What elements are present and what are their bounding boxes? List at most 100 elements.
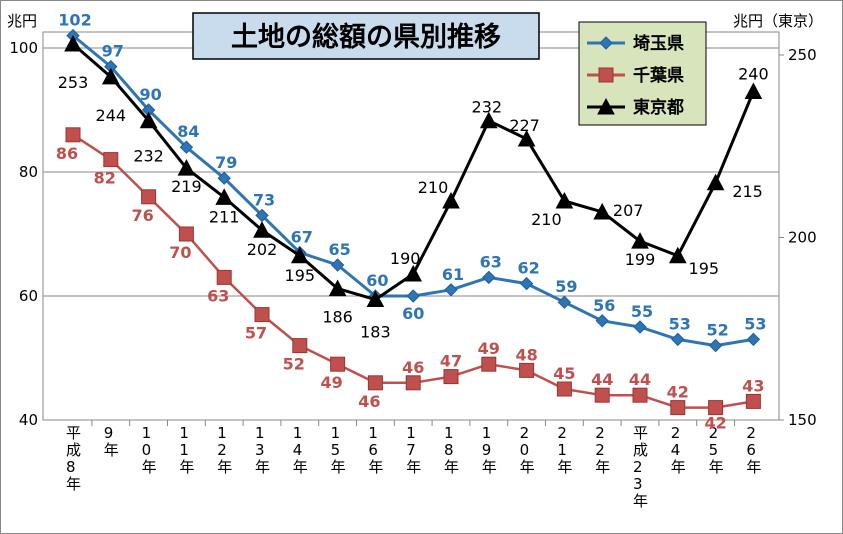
tokyo-point — [517, 129, 536, 147]
data-label: 215 — [732, 182, 763, 201]
saitama-point — [599, 36, 613, 50]
y-right-tick-label: 200 — [788, 229, 817, 247]
saitama-point — [179, 140, 194, 154]
chiba-point — [556, 381, 572, 397]
legend-entry: 埼玉県 — [587, 33, 684, 54]
data-label: 199 — [625, 250, 656, 269]
tokyo-point — [593, 202, 612, 220]
y-left-tick-label: 60 — [19, 287, 38, 305]
data-label: 232 — [472, 98, 503, 117]
tokyo-point — [139, 111, 158, 129]
data-label: 253 — [58, 73, 89, 92]
chiba-point — [632, 387, 648, 403]
chiba-point — [745, 393, 761, 409]
chiba-point — [670, 400, 686, 416]
chiba-point — [254, 307, 270, 323]
data-labels: 102 97 90 84 79 73 67 65 60 60 61 63 62 59 56 55 53 52 53 8… — [56, 11, 769, 433]
data-label: 211 — [209, 207, 240, 226]
saitama-point — [633, 320, 647, 334]
chiba-point — [598, 67, 614, 83]
data-label: 202 — [247, 240, 278, 259]
chart-title: 土地の総額の県別推移 — [231, 21, 501, 53]
tokyo-point — [706, 173, 725, 191]
tokyo-point — [555, 191, 574, 209]
tokyo-point — [479, 111, 498, 129]
tokyo-point — [404, 264, 423, 282]
data-label: 190 — [390, 249, 421, 268]
y-left-tick-label: 80 — [19, 163, 38, 181]
chiba-point — [178, 226, 194, 242]
data-label: 186 — [322, 308, 353, 327]
data-label: 44 — [591, 370, 613, 389]
data-label: 76 — [131, 206, 153, 225]
data-label: 49 — [478, 339, 500, 358]
data-label: 49 — [320, 373, 342, 392]
data-label: 67 — [291, 228, 313, 247]
title-box — [192, 12, 540, 60]
chiba-point — [141, 189, 157, 205]
data-label: 60 — [402, 304, 424, 323]
chiba-point — [481, 356, 497, 372]
chiba-point — [519, 362, 535, 378]
data-label: 63 — [207, 286, 229, 305]
data-label: 90 — [139, 85, 161, 104]
tokyo-point — [668, 246, 687, 264]
data-label: 45 — [553, 364, 575, 383]
saitama-point — [330, 258, 345, 272]
data-label: 227 — [509, 116, 540, 135]
data-label: 240 — [738, 65, 769, 84]
tokyo-point — [64, 34, 82, 52]
legend-entry: 千葉県 — [587, 65, 684, 86]
chiba-point — [405, 375, 421, 391]
data-label: 60 — [366, 271, 388, 290]
data-label: 79 — [215, 153, 237, 172]
series-group — [64, 28, 763, 416]
data-label: 53 — [669, 314, 691, 333]
data-label: 84 — [177, 122, 199, 141]
data-label: 195 — [689, 259, 720, 278]
chiba-point — [330, 356, 346, 372]
saitama-point — [746, 332, 761, 347]
data-label: 62 — [517, 259, 539, 278]
saitama-point — [595, 314, 609, 328]
data-label: 48 — [515, 345, 537, 364]
tokyo-point — [328, 279, 347, 297]
saitama-point — [557, 295, 572, 309]
data-label: 244 — [96, 106, 127, 125]
tokyo-point — [101, 67, 120, 85]
data-label: 52 — [283, 355, 305, 374]
data-label: 70 — [169, 243, 191, 262]
data-label: 44 — [629, 370, 651, 389]
data-label: 86 — [56, 144, 78, 163]
tokyo-series — [64, 34, 763, 308]
data-label: 43 — [742, 376, 764, 395]
tokyo-point — [253, 221, 271, 238]
x-tick-label: 平成 2 3 年 — [633, 424, 648, 510]
saitama-point — [671, 332, 685, 347]
data-label: 195 — [285, 266, 316, 285]
data-label: 42 — [704, 414, 726, 433]
data-label: 63 — [480, 252, 502, 271]
right-axis-unit: 兆円（東京） — [733, 12, 823, 30]
saitama-point — [482, 270, 496, 285]
chiba-point — [367, 375, 383, 391]
data-label: 52 — [706, 321, 728, 340]
tokyo-point — [290, 246, 309, 264]
y-right-tick-label: 150 — [788, 411, 817, 429]
chiba-point — [708, 400, 724, 416]
y-left-tick-label: 40 — [19, 411, 38, 429]
data-label: 53 — [744, 314, 766, 333]
